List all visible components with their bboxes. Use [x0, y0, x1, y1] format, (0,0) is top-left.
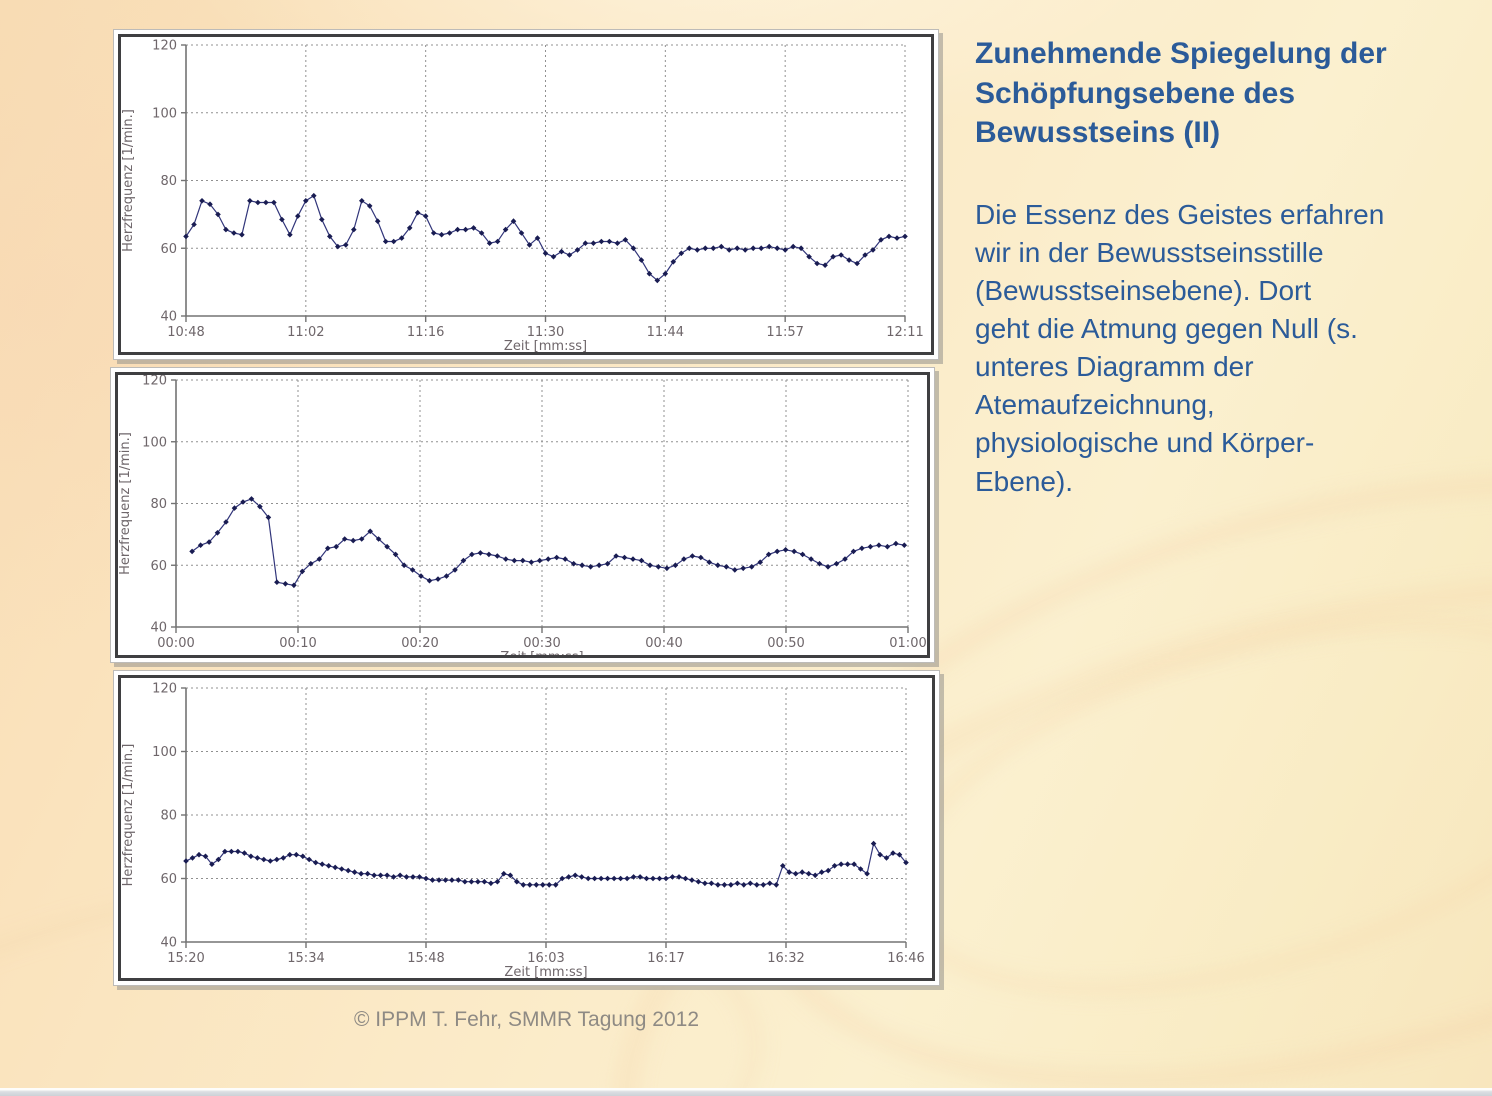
heart-rate-chart-3: 40 60 80 100 120 15:20 15:34 15:48 16:03 16:17 16:… [121, 678, 932, 980]
svg-text:16:03: 16:03 [527, 951, 564, 966]
svg-text:11:30: 11:30 [527, 325, 564, 340]
heart-rate-chart-2: 40 60 80 100 120 00:00 00:10 00:20 00:30 00:40 00:… [118, 374, 927, 665]
bottom-edge-strip [0, 1088, 1492, 1096]
svg-text:10:48: 10:48 [167, 325, 204, 340]
svg-text:12:11: 12:11 [886, 325, 923, 340]
svg-text:80: 80 [160, 174, 177, 189]
svg-text:15:48: 15:48 [407, 951, 444, 966]
svg-text:11:16: 11:16 [407, 325, 444, 340]
svg-text:Herzfrequenz [1/min.]: Herzfrequenz [1/min.] [118, 432, 133, 575]
copyright-caption: © IPPM T. Fehr, SMMR Tagung 2012 [353, 1008, 700, 1031]
svg-text:120: 120 [152, 682, 177, 697]
svg-text:00:20: 00:20 [401, 636, 438, 651]
svg-text:11:02: 11:02 [287, 325, 324, 340]
svg-text:16:32: 16:32 [767, 951, 804, 966]
svg-text:60: 60 [160, 872, 177, 887]
svg-text:100: 100 [152, 106, 177, 121]
svg-text:Zeit [mm:ss]: Zeit [mm:ss] [504, 339, 587, 352]
heart-rate-chart-panel-3: 40 60 80 100 120 15:20 15:34 15:48 16:03 16:17 16:… [113, 670, 940, 986]
svg-text:00:10: 00:10 [279, 636, 316, 651]
svg-text:80: 80 [160, 809, 177, 824]
svg-text:Zeit [mm:ss]: Zeit [mm:ss] [500, 650, 583, 655]
chart-frame: 40 60 80 100 120 10:48 11:02 11:16 11:30 11:44 11:… [118, 34, 934, 355]
heart-rate-chart-1: 40 60 80 100 120 10:48 11:02 11:16 11:30 11:44 11:… [121, 37, 931, 354]
svg-text:00:30: 00:30 [523, 636, 560, 651]
slide-body-text: Die Essenz des Geistes erfahren wir in d… [975, 199, 1385, 497]
svg-text:11:57: 11:57 [766, 325, 803, 340]
svg-text:15:20: 15:20 [167, 951, 204, 966]
svg-text:120: 120 [142, 375, 167, 389]
svg-text:100: 100 [152, 745, 177, 760]
svg-text:00:50: 00:50 [767, 636, 804, 651]
svg-text:60: 60 [160, 242, 177, 257]
svg-text:Herzfrequenz [1/min.]: Herzfrequenz [1/min.] [121, 744, 136, 887]
svg-text:Zeit [mm:ss]: Zeit [mm:ss] [504, 965, 587, 978]
chart-svg-1: 40 60 80 100 120 10:48 11:02 11:16 11:30 11:44 11:… [121, 39, 924, 354]
svg-text:00:00: 00:00 [157, 636, 194, 651]
svg-text:40: 40 [150, 621, 167, 636]
svg-text:Herzfrequenz [1/min.]: Herzfrequenz [1/min.] [121, 109, 136, 252]
svg-text:16:46: 16:46 [887, 951, 924, 966]
svg-text:100: 100 [142, 435, 167, 450]
svg-text:40: 40 [160, 936, 177, 951]
chart-svg-2: 40 60 80 100 120 00:00 00:10 00:20 00:30 00:40 00:… [118, 374, 927, 665]
chart-svg-3: 40 60 80 100 120 15:20 15:34 15:48 16:03 16:17 16:… [121, 682, 925, 980]
svg-text:40: 40 [160, 310, 177, 325]
svg-text:00:40: 00:40 [645, 636, 682, 651]
chart-frame: 40 60 80 100 120 15:20 15:34 15:48 16:03 16:17 16:… [118, 675, 935, 981]
slide-title: Zunehmende Spiegelung der Schöpfungseben… [975, 37, 1387, 150]
svg-text:15:34: 15:34 [287, 951, 324, 966]
svg-text:11:44: 11:44 [647, 325, 684, 340]
ripple-ring [848, 542, 1492, 1070]
heart-rate-chart-panel-1: 40 60 80 100 120 10:48 11:02 11:16 11:30 11:44 11:… [113, 29, 939, 360]
chart-frame: 40 60 80 100 120 00:00 00:10 00:20 00:30 00:40 00:… [115, 372, 930, 665]
heart-rate-chart-panel-2: 40 60 80 100 120 00:00 00:10 00:20 00:30 00:40 00:… [110, 367, 935, 665]
svg-text:120: 120 [152, 39, 177, 54]
svg-text:16:17: 16:17 [647, 951, 684, 966]
svg-text:60: 60 [150, 559, 167, 574]
svg-text:01:00: 01:00 [889, 636, 926, 651]
svg-text:80: 80 [150, 497, 167, 512]
